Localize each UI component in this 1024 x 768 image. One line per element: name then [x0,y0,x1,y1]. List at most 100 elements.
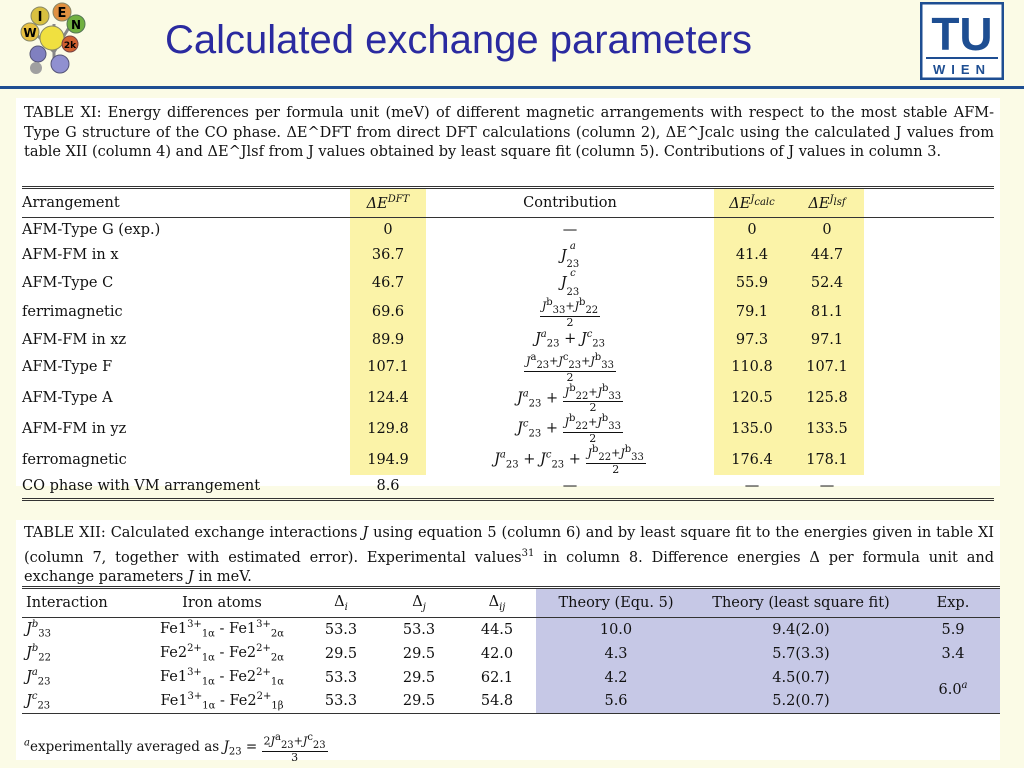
table-xii-caption: TABLE XII: Calculated exchange interacti… [24,525,995,585]
cell-di: 53.3 [324,693,358,710]
table-row: AFM-Type C 46.7 Jc 23 55.9 52.4 [22,269,994,297]
cell-dj: 29.5 [402,645,436,662]
cell-dft: 69.6 [350,296,426,328]
logo-letter-e: E [58,6,67,21]
table-row: ferromagnetic 194.9 Ja23 + Jc23 + Jb22+J… [22,444,994,477]
cell-calc: 120.5 [714,382,790,414]
cell-arrangement: AFM-Type A [22,390,113,407]
header-jcalc: ΔEJcalc [714,187,790,218]
cell-arrangement: AFM-Type C [22,275,114,292]
cell-calc: 55.9 [714,269,790,297]
cell-lsq: 5.7(3.3) [696,641,906,666]
logo-2k: 2k [64,41,77,51]
wien2k-logo: I E N W 2k [20,2,86,74]
cell-theory: 4.3 [536,641,696,666]
cell-arrangement: AFM-Type G (exp.) [22,221,161,238]
table-xii-header: Interaction Iron atoms Δi Δj Δij Theory … [22,587,1000,618]
table-row: AFM-FM in yz 129.8 Jc23 + Jb22+Jb33 2 135… [22,413,994,445]
table-xi-header: Arrangement ΔEDFT Contribution ΔEJcalc Δ… [22,187,994,218]
cell-di: 53.3 [324,669,358,686]
tu-wien-logo: TU WIEN [920,2,1004,80]
slide-title: Calculated exchange parameters [165,18,753,62]
cell-dft: 124.4 [350,382,426,414]
cell-arrangement: ferrimagnetic [22,304,123,321]
cell-dij: 62.1 [480,669,514,686]
cell-dij: 42.0 [480,645,514,662]
table-row: Jb22 Fe22+1α - Fe22+2α 29.5 29.5 42.0 4.… [22,641,1000,666]
cell-lsf: 97.1 [790,327,864,352]
logo-letter-w: W [23,26,36,40]
cell-arrangement: CO phase with VM arrangement [22,478,261,495]
cell-calc: 97.3 [714,327,790,352]
header-delta-i: Δi [334,593,348,613]
cell-contribution: Ja23 + Jc23 [534,329,606,351]
cell-iron-atoms: Fe22+1α - Fe22+2α [159,643,285,664]
header-delta-j: Δj [412,593,426,613]
cell-interaction: Jb22 [26,643,51,664]
logo-tu: TU [931,8,992,60]
table-xii-footnote: aexperimentally averaged as J23 = 2Ja23+… [24,732,328,764]
cell-dft: 46.7 [350,269,426,297]
cell-iron-atoms: Fe13+1α - Fe22+1β [160,690,284,712]
table-xi: Arrangement ΔEDFT Contribution ΔEJcalc Δ… [22,186,994,501]
header-jlsf: ΔEJlsf [790,187,864,218]
cell-lsf: — [819,478,835,495]
cell-contribution: Jb33+Jb22 2 [539,296,601,329]
header-contribution: Contribution [523,195,617,211]
cell-contribution: Jc 23 [560,268,580,298]
cell-contribution: Ja23+Jc23+Jb33 2 [524,351,616,384]
table-row: Jc23 Fe13+1α - Fe22+1β 53.3 29.5 54.8 5.… [22,689,1000,714]
cell-contribution: Ja23 + Jb22+Jb33 2 [516,382,624,415]
table-row: AFM-FM in x 36.7 Ja 23 41.4 44.7 [22,240,994,271]
table-row: Jb33 Fe13+1α - Fe13+2α 53.3 53.3 44.5 10… [22,617,1000,642]
header-theory: Theory (Equ. 5) [536,587,696,618]
cell-lsf: 107.1 [790,351,864,383]
header-arrangement: Arrangement [22,195,120,211]
cell-lsf: 81.1 [790,296,864,328]
cell-dft: 36.7 [350,241,426,270]
cell-arrangement: AFM-FM in x [22,247,119,264]
table-row: AFM-Type A 124.4 Ja23 + Jb22+Jb33 2 120.5… [22,382,994,415]
cell-exp: 3.4 [906,641,1000,666]
table-row: AFM-Type F 107.1 Ja23+Jc23+Jb33 2 110.8 1… [22,351,994,384]
cell-dft: 107.1 [350,351,426,383]
cell-theory: 4.2 [536,665,696,690]
table-row: CO phase with VM arrangement 8.6 — — — [22,475,994,500]
cell-di: 53.3 [324,621,358,638]
table-row: ferrimagnetic 69.6 Jb33+Jb22 2 79.1 81.1 [22,296,994,329]
cell-exp-averaged: 6.0a [906,665,1000,714]
cell-arrangement: AFM-Type F [22,359,113,376]
cell-calc: — [744,478,760,495]
cell-interaction: Jb33 [26,619,51,641]
cell-lsq: 5.2(0.7) [696,689,906,714]
cell-iron-atoms: Fe13+1α - Fe13+2α [159,619,285,641]
cell-calc: 0 [714,217,790,242]
table-row: Ja23 Fe13+1α - Fe22+1α 53.3 29.5 62.1 4.… [22,665,1000,714]
cell-contribution: Ja23 + Jc23 + Jb22+Jb33 2 [494,444,646,477]
cell-lsf: 52.4 [790,269,864,297]
header-iron-atoms: Iron atoms [182,595,262,611]
table-xii: Interaction Iron atoms Δi Δj Δij Theory … [22,586,1000,714]
table-xii-panel: TABLE XII: Calculated exchange interacti… [16,520,1000,764]
logo-wien: WIEN [933,62,991,77]
cell-contribution: Ja 23 [560,240,580,271]
cell-lsq: 9.4(2.0) [696,617,906,642]
cell-dft: 194.9 [350,444,426,476]
cell-arrangement: AFM-FM in yz [22,420,127,437]
table-xi-panel: TABLE XI: Energy differences per formula… [16,98,1000,500]
cell-dj: 29.5 [402,669,436,686]
cell-lsq: 4.5(0.7) [696,665,906,690]
logo-letter-i: I [38,10,43,25]
cell-arrangement: AFM-FM in xz [22,331,127,348]
logo-letter-n: N [71,18,81,32]
cell-arrangement: ferromagnetic [22,451,127,468]
cell-dij: 54.8 [480,693,514,710]
cell-iron-atoms: Fe13+1α - Fe22+1α [159,667,285,688]
cell-contribution: — [562,221,578,238]
cell-dft: 0 [350,217,426,242]
cell-calc: 110.8 [714,351,790,383]
cell-calc: 135.0 [714,413,790,445]
cell-theory: 5.6 [536,689,696,714]
cell-contribution: — [562,478,578,495]
cell-dft: 8.6 [376,478,400,495]
